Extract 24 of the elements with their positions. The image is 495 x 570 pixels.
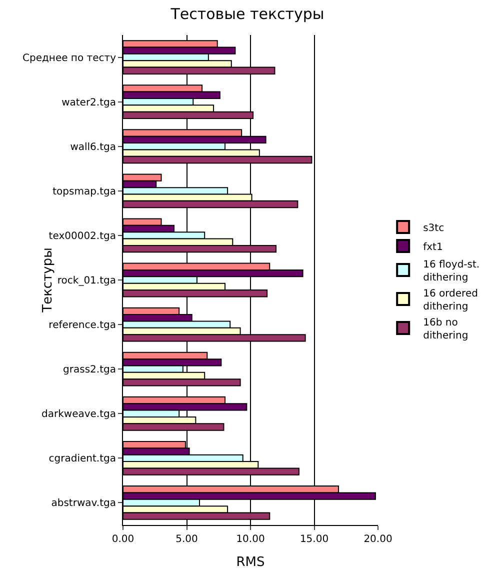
x-tick-label: 20.00 — [364, 534, 392, 545]
legend-label: 16 ordered dithering — [423, 288, 478, 312]
y-tick-label: abstrwav.tga — [51, 498, 116, 510]
y-tick-label: wall6.tga — [70, 142, 116, 153]
legend-label: s3tc — [423, 222, 444, 234]
x-tick-label: 15.00 — [300, 534, 329, 545]
y-tick-label: Среднее по тесту — [22, 52, 116, 64]
y-tick-label: water2.tga — [62, 97, 116, 108]
y-tick-label: grass2.tga — [63, 364, 116, 376]
y-tick-label: rock_01.tga — [57, 276, 116, 286]
y-tick-label: reference.tga — [48, 320, 116, 332]
y-tick-label: tex00002.tga — [48, 230, 116, 242]
x-axis-title: RMS — [236, 555, 265, 570]
x-tick-label: 0.00 — [112, 534, 134, 545]
y-tick-label: darkweave.tga — [42, 409, 116, 420]
legend-label: fxt1 — [423, 242, 443, 253]
y-axis-title: Текстуры — [40, 248, 56, 314]
chart-title: Тестовые текстуры — [170, 5, 324, 24]
y-tick-label: topsmap.tga — [52, 186, 116, 198]
x-tick-label: 10.00 — [236, 534, 265, 545]
legend-label: 16b no dithering — [423, 317, 468, 342]
x-tick-label: 5.00 — [176, 534, 198, 545]
y-tick-label: cgradient.tga — [48, 454, 116, 465]
legend-label: 16 floyd-st. dithering — [423, 259, 480, 284]
